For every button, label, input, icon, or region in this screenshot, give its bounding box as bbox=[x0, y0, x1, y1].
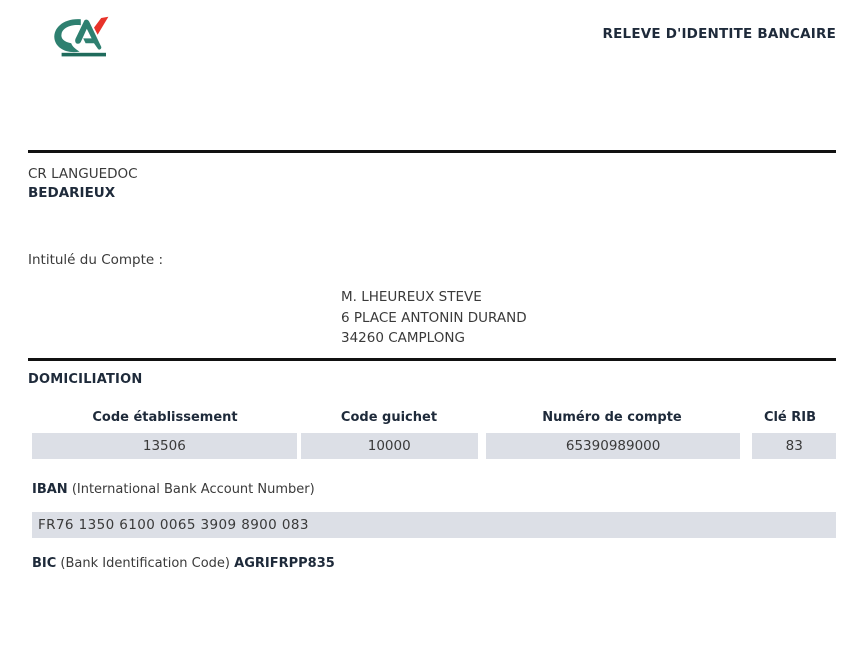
column-header-code-etablissement: Code établissement bbox=[92, 410, 238, 425]
bank-branch: BEDARIEUX bbox=[28, 185, 116, 202]
document-header: RELEVE D'IDENTITE BANCAIRE bbox=[28, 12, 836, 72]
bic-value: AGRIFRPP835 bbox=[234, 556, 335, 571]
holder-name: M. LHEUREUX STEVE bbox=[341, 289, 482, 305]
divider-top bbox=[28, 150, 836, 153]
credit-agricole-logo bbox=[54, 16, 109, 57]
holder-city: 34260 CAMPLONG bbox=[341, 330, 465, 347]
bank-block: CR LANGUEDOC BEDARIEUX bbox=[28, 165, 138, 203]
holder-street: 6 PLACE ANTONIN DURAND bbox=[341, 309, 527, 326]
rib-table-header-row: Code établissement Code guichet Numéro d… bbox=[32, 410, 836, 425]
column-header-cle-rib: Clé RIB bbox=[763, 410, 817, 425]
bic-line: BIC (Bank Identification Code) AGRIFRPP8… bbox=[32, 556, 335, 571]
bic-code-label: BIC bbox=[32, 556, 57, 571]
value-numero-de-compte: 65390989000 bbox=[485, 433, 741, 459]
account-holder-block: M. LHEUREUX STEVE 6 PLACE ANTONIN DURAND… bbox=[341, 287, 527, 349]
column-header-code-guichet: Code guichet bbox=[340, 410, 438, 425]
value-code-etablissement: 13506 bbox=[32, 433, 297, 459]
rib-table-value-row: 13506 10000 65390989000 83 bbox=[32, 433, 836, 459]
value-code-guichet: 10000 bbox=[300, 433, 478, 459]
bank-region: CR LANGUEDOC bbox=[28, 166, 138, 182]
divider-middle bbox=[28, 358, 836, 361]
domiciliation-heading: DOMICILIATION bbox=[28, 372, 143, 387]
iban-value: FR76 1350 6100 0065 3909 8900 083 bbox=[32, 512, 836, 538]
cell-gap bbox=[740, 433, 752, 459]
iban-label: IBAN (International Bank Account Number) bbox=[32, 482, 315, 497]
bic-description: (Bank Identification Code) bbox=[56, 556, 235, 571]
cell-gap bbox=[478, 433, 486, 459]
rib-table: Code établissement Code guichet Numéro d… bbox=[32, 410, 836, 459]
account-title-label: Intitulé du Compte : bbox=[28, 252, 164, 268]
page-title: RELEVE D'IDENTITE BANCAIRE bbox=[602, 26, 836, 42]
column-header-numero-de-compte: Numéro de compte bbox=[542, 410, 682, 425]
value-cle-rib: 83 bbox=[752, 433, 836, 459]
iban-code-label: IBAN bbox=[32, 482, 68, 497]
iban-description: (International Bank Account Number) bbox=[67, 482, 315, 497]
